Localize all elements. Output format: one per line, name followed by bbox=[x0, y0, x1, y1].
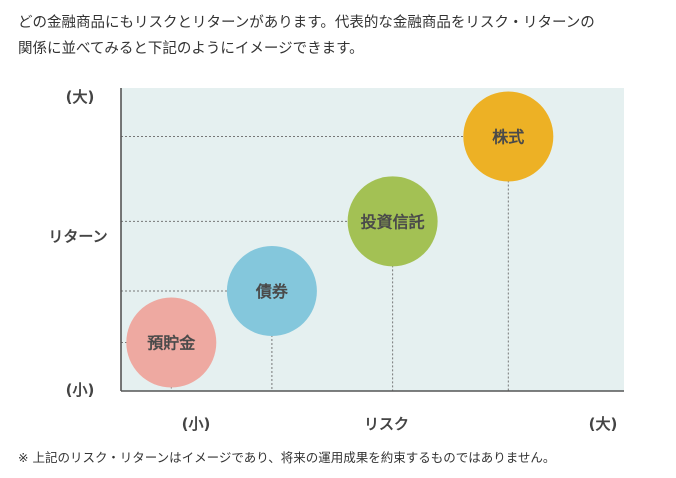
y-tick-label-low: (小) bbox=[66, 381, 95, 399]
intro-line-1: どの金融商品にもリスクとリターンがあります。代表的な金融商品をリスク・リターンの bbox=[18, 15, 595, 31]
bubble-2 bbox=[226, 246, 317, 337]
intro-text: どの金融商品にもリスクとリターンがあります。代表的な金融商品をリスク・リターンの… bbox=[18, 10, 666, 62]
x-tick-label-low: (小) bbox=[182, 415, 211, 433]
bubble-label-3: 投資信託 bbox=[361, 212, 425, 231]
axis-labels: (大) リターン (小) (小) リスク (大) bbox=[48, 88, 617, 433]
x-axis-label: リスク bbox=[364, 415, 409, 433]
bubble-4 bbox=[463, 91, 554, 182]
x-tick-label-high: (大) bbox=[589, 415, 618, 433]
bubble-label-2: 債券 bbox=[255, 282, 289, 301]
bubbles: 預貯金 債券 投資信託 株式 bbox=[126, 91, 554, 388]
y-tick-label-high: (大) bbox=[66, 88, 95, 106]
axes bbox=[120, 88, 624, 392]
intro-line-2: 関係に並べてみると下記のようにイメージできます。 bbox=[18, 41, 364, 57]
bubble-label-1: 預貯金 bbox=[147, 334, 196, 353]
disclaimer-note: ※ 上記のリスク・リターンはイメージであり、将来の運用成果を約束するものではあり… bbox=[18, 450, 556, 465]
bubble-3 bbox=[347, 176, 438, 267]
bubble-label-4: 株式 bbox=[492, 127, 524, 146]
y-axis-label: リターン bbox=[48, 228, 107, 246]
bubble-1 bbox=[126, 297, 217, 388]
